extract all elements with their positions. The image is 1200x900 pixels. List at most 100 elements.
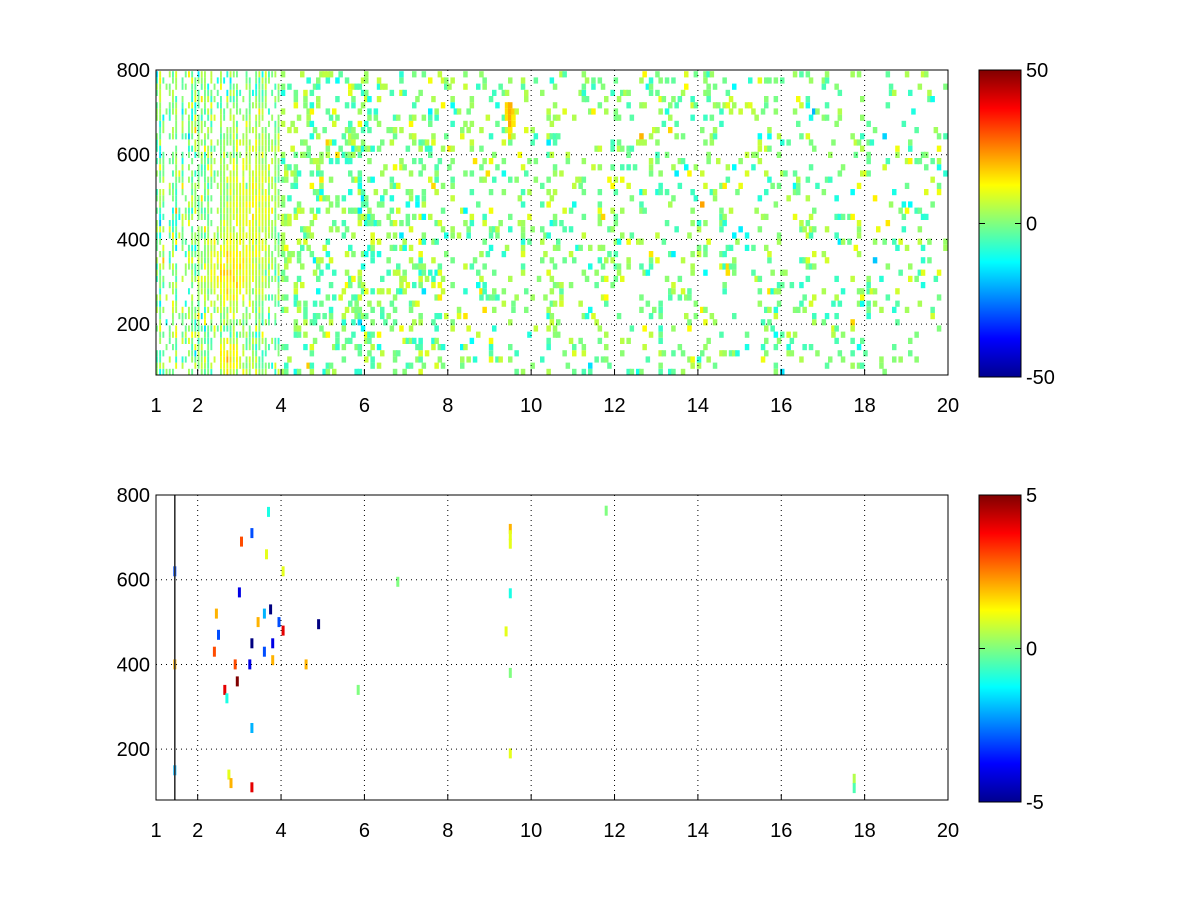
heatmap-cell [255,120,258,127]
heatmap-cell [227,769,231,780]
heatmap-cell [159,189,162,196]
heatmap-cell [930,306,935,313]
heatmap-cell [226,362,229,369]
heatmap-cell [815,182,820,189]
heatmap-cell [703,114,708,121]
heatmap-cell [236,368,238,375]
heatmap-cell [901,201,907,208]
heatmap-cell [255,251,258,258]
heatmap-cell [604,96,609,103]
heatmap-cell [204,139,206,146]
heatmap-cell [325,331,331,338]
heatmap-cell [837,114,843,121]
heatmap-cell [328,306,334,313]
heatmap-cell [191,232,194,239]
heatmap-cell [757,288,763,295]
heatmap-cell [309,220,315,227]
heatmap-cell [421,269,427,276]
heatmap-cell [466,108,471,115]
heatmap-cell [933,127,939,134]
heatmap-cell [232,294,235,301]
heatmap-cell [239,151,242,158]
heatmap-cell [703,89,708,96]
heatmap-cell [658,337,663,344]
heatmap-cell [392,164,398,171]
heatmap-cell [610,164,615,171]
heatmap-cell [194,102,197,109]
heatmap-cell [242,189,245,196]
heatmap-cell [690,269,695,276]
heatmap-cell [255,164,258,171]
heatmap-cell [232,170,235,177]
heatmap-cell [792,306,798,313]
heatmap-cell [364,331,369,338]
heatmap-cell [159,151,162,158]
heatmap-cell [242,269,245,276]
heatmap-cell [271,294,274,301]
heatmap-cell [248,170,251,177]
heatmap-cell [728,96,734,103]
heatmap-cell [879,306,884,313]
heatmap-cell [642,207,647,214]
heatmap-cell [668,251,673,258]
heatmap-cell [613,77,619,84]
heatmap-cell [376,288,382,295]
heatmap-cell [156,114,158,121]
heatmap-cell [504,89,510,96]
heatmap-cell [220,114,222,121]
heatmap-cell [207,164,210,171]
heatmap-cell [261,257,264,264]
heatmap-cell [175,207,178,214]
heatmap-cell [661,238,667,245]
heatmap-cell [229,213,232,220]
heatmap-cell [360,145,366,152]
heatmap-cell [520,368,526,375]
heatmap-cell [255,226,258,233]
heatmap-cell [239,232,242,239]
heatmap-cell [277,350,280,357]
heatmap-cell [629,368,635,375]
heatmap-cell [325,195,331,202]
heatmap-cell [879,356,884,363]
heatmap-cell [540,238,545,245]
heatmap-cell [207,83,210,90]
heatmap-cell [274,195,277,202]
heatmap-cell [194,269,197,276]
heatmap-cell [242,294,245,301]
heatmap-cell [248,313,251,320]
heatmap-cell [642,102,647,109]
heatmap-cell [613,114,619,121]
heatmap-cell [620,337,625,344]
heatmap-cell [274,83,277,90]
heatmap-cell [444,77,449,84]
heatmap-cell [344,282,350,289]
heatmap-cell [232,114,235,121]
heatmap-cell [200,356,203,363]
heatmap-cell [207,282,210,289]
heatmap-cell [200,213,203,220]
heatmap-cell [325,151,331,158]
heatmap-cell [626,151,631,158]
heatmap-cell [258,189,261,196]
heatmap-cell [207,195,210,202]
heatmap-cell [412,71,417,78]
heatmap-cell [232,263,235,270]
heatmap-cell [194,238,197,245]
heatmap-cell [175,164,178,171]
heatmap-cell [156,294,158,301]
heatmap-cell [274,133,277,140]
heatmap-cell [360,195,366,202]
heatmap-cell [360,251,366,258]
heatmap-cell [264,158,267,165]
heatmap-cell [549,120,555,127]
heatmap-cell [200,108,203,115]
heatmap-cell [677,294,683,301]
heatmap-cell [268,362,270,369]
heatmap-cell [690,114,695,121]
heatmap-cell [367,220,372,227]
heatmap-cell [936,182,942,189]
heatmap-cell [159,114,162,121]
heatmap-cell [194,275,197,282]
